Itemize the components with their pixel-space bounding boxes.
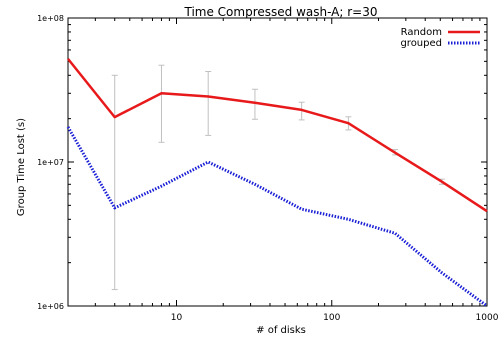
y-tick-label: 1e+06: [37, 302, 64, 311]
legend: Random grouped: [400, 27, 480, 49]
y-axis-label: Group Time Lost (s): [16, 118, 27, 216]
x-tick-label: 100: [323, 313, 340, 323]
plot-area: 10 100 1000 1e+06 1e+07 1e+08: [37, 14, 499, 323]
legend-label-grouped: grouped: [400, 38, 442, 49]
x-axis-label: # of disks: [256, 325, 306, 336]
chart-title: Time Compressed wash-A; r=30: [184, 5, 378, 19]
y-tick-label: 1e+08: [37, 14, 64, 23]
ticks-layer: 10 100 1000 1e+06 1e+07 1e+08: [37, 14, 499, 323]
errorbars-layer: [111, 64, 445, 291]
legend-label-random: Random: [401, 27, 442, 38]
series-layer: [66, 58, 488, 308]
x-tick-label: 1000: [476, 313, 499, 323]
series-line-grouped: [66, 126, 488, 308]
x-tick-label: 10: [171, 313, 183, 323]
series-line-random: [67, 58, 488, 213]
y-tick-label: 1e+07: [37, 158, 64, 167]
plot-frame: [67, 17, 488, 307]
